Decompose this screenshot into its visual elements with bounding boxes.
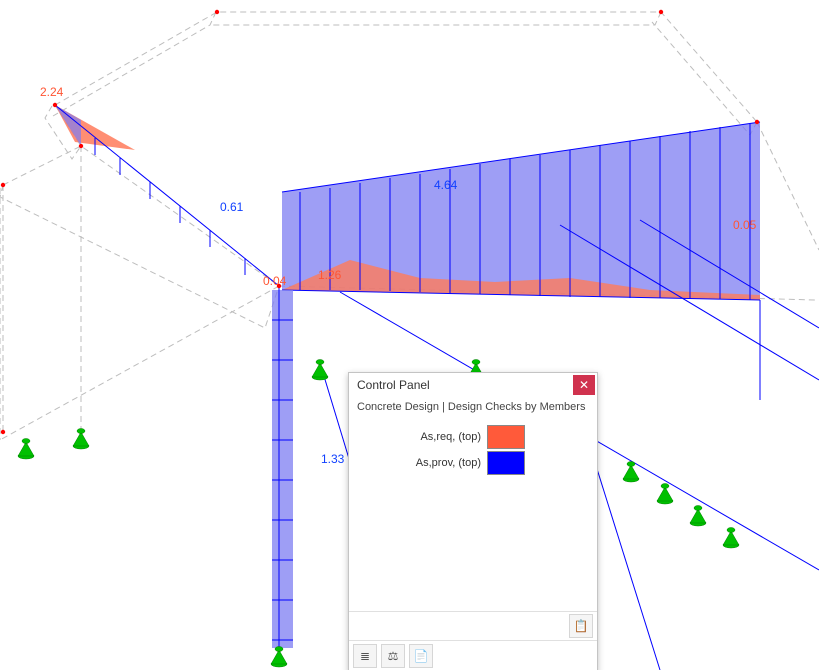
support-icon — [73, 429, 89, 450]
panel-toolbar-lower: ≣ ⚖ 📄 — [349, 640, 597, 670]
node-marker — [53, 103, 57, 107]
node-marker — [215, 10, 219, 14]
paste-icon[interactable]: 📄 — [409, 644, 433, 668]
support-icon — [271, 647, 287, 668]
support-icon — [657, 484, 673, 505]
support-icon — [18, 439, 34, 460]
result-annotation: 0.05 — [733, 218, 756, 232]
legend-label-req: As,req, (top) — [361, 431, 487, 443]
result-annotation: 2.24 — [40, 85, 63, 99]
support-icon — [690, 506, 706, 527]
close-button[interactable]: ✕ — [573, 375, 595, 395]
result-annotation: 1.33 — [321, 452, 344, 466]
close-icon: ✕ — [579, 378, 589, 392]
legend-swatch-req — [487, 425, 525, 449]
legend-swatch-prov — [487, 451, 525, 475]
support-icon — [312, 360, 328, 381]
calendar-icon[interactable]: 📋 — [569, 614, 593, 638]
panel-toolbar-upper: 📋 — [349, 611, 597, 640]
list-icon[interactable]: ≣ — [353, 644, 377, 668]
node-marker — [755, 120, 759, 124]
node-marker — [1, 430, 5, 434]
node-marker — [659, 10, 663, 14]
balance-icon[interactable]: ⚖ — [381, 644, 405, 668]
legend: As,req, (top) As,prov, (top) — [349, 421, 597, 481]
result-annotation: 0.61 — [220, 200, 243, 214]
result-annotation: 1.26 — [318, 268, 341, 282]
support-icon — [723, 528, 739, 549]
legend-row: As,req, (top) — [361, 425, 585, 449]
control-panel-titlebar[interactable]: Control Panel ✕ — [349, 373, 597, 397]
legend-row: As,prov, (top) — [361, 451, 585, 475]
control-panel-subtitle: Concrete Design | Design Checks by Membe… — [349, 397, 597, 421]
control-panel-title: Control Panel — [357, 378, 573, 392]
result-annotation: 0.04 — [263, 274, 286, 288]
control-panel: Control Panel ✕ Concrete Design | Design… — [348, 372, 598, 670]
legend-label-prov: As,prov, (top) — [361, 457, 487, 469]
node-marker — [79, 144, 83, 148]
node-marker — [1, 183, 5, 187]
result-annotation: 4.64 — [434, 178, 457, 192]
